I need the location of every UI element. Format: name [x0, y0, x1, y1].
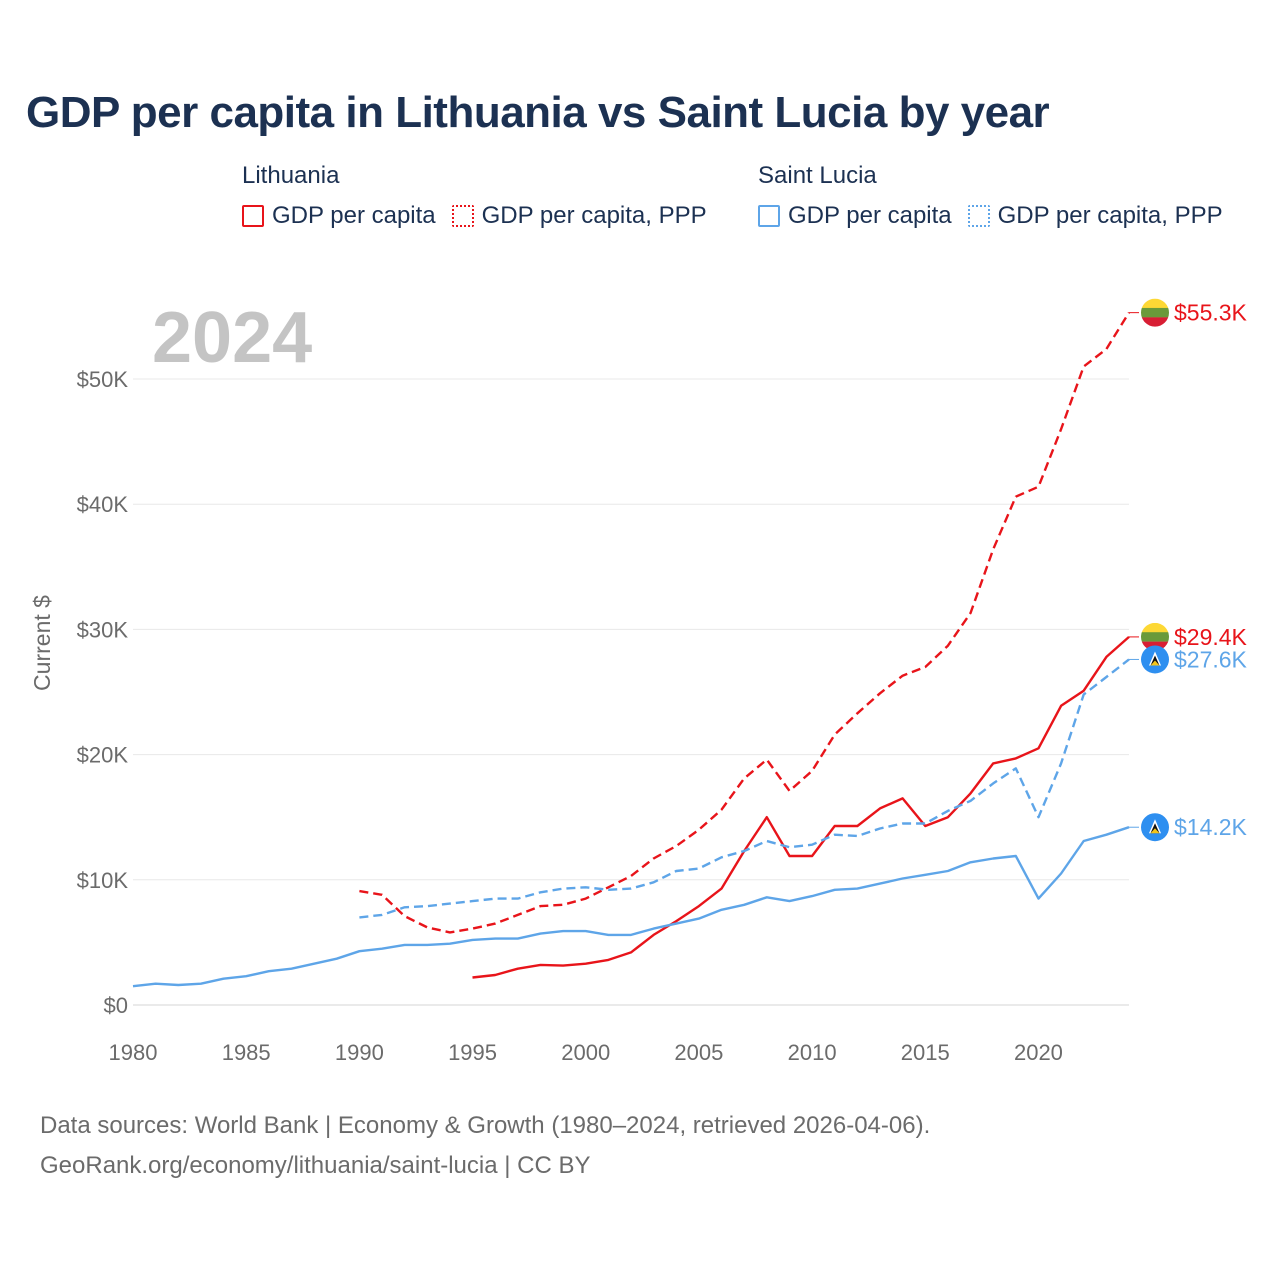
endpoint-value-label: $55.3K	[1174, 300, 1248, 326]
legend-swatch-solid-icon	[242, 205, 264, 227]
series-endpoints: $55.3K $29.4K$27.6K $14.2K	[1129, 298, 1248, 842]
endpoint-value-label: $14.2K	[1174, 814, 1248, 840]
x-tick-label: 2010	[788, 1040, 837, 1065]
legend-group-lithuania: Lithuania GDP per capita GDP per capita,…	[242, 162, 723, 230]
source-note: Data sources: World Bank | Economy & Gro…	[40, 1112, 931, 1139]
footer: Data sources: World Bank | Economy & Gro…	[40, 1106, 930, 1186]
legend-swatch-solid-icon	[758, 205, 780, 227]
series-line-saint-lucia-gdp-per-capita-ppp[interactable]	[359, 658, 1130, 919]
y-axis-ticks: $0 $10K $20K $30K $40K $50K	[77, 367, 129, 1018]
x-tick-label: 2015	[901, 1040, 950, 1065]
y-tick-label: $10K	[77, 868, 129, 893]
x-tick-label: 2000	[561, 1040, 610, 1065]
legend-item-saint-lucia-gdp[interactable]: GDP per capita	[758, 202, 952, 230]
legend-item-saint-lucia-gdp-ppp[interactable]: GDP per capita, PPP	[967, 202, 1223, 230]
legend-item-label: GDP per capita	[272, 202, 436, 229]
y-tick-label: $0	[104, 993, 128, 1018]
legend-swatch-dotted-icon	[451, 205, 474, 227]
legend-country-label: Lithuania	[242, 162, 340, 189]
series-lines	[132, 311, 1131, 988]
lithuania-flag-icon	[1141, 298, 1169, 327]
endpoint-value-label: $29.4K	[1174, 624, 1248, 650]
legend-item-label: GDP per capita	[788, 202, 952, 229]
legend-item-label: GDP per capita, PPP	[481, 202, 707, 229]
legend-group-saint-lucia: Saint Lucia GDP per capita GDP per capit…	[758, 162, 1239, 230]
saint-lucia-flag-icon	[1141, 813, 1169, 842]
x-tick-label: 2005	[674, 1040, 723, 1065]
y-tick-label: $40K	[77, 492, 129, 517]
series-line-lithuania-gdp-per-capita[interactable]	[472, 636, 1130, 979]
x-tick-label: 1985	[222, 1040, 271, 1065]
legend-country-label: Saint Lucia	[758, 162, 877, 189]
series-line-saint-lucia-gdp-per-capita[interactable]	[132, 826, 1130, 988]
source-link[interactable]: GeoRank.org/economy/lithuania/saint-luci…	[40, 1152, 591, 1179]
legend-swatch-dotted-icon	[967, 205, 990, 227]
legend-item-label: GDP per capita, PPP	[997, 202, 1223, 229]
y-tick-label: $20K	[77, 743, 129, 768]
y-axis-title: Current $	[29, 595, 55, 691]
x-tick-label: 2020	[1014, 1040, 1063, 1065]
saint-lucia-flag-icon	[1141, 645, 1169, 674]
series-line-lithuania-gdp-per-capita-ppp[interactable]	[359, 311, 1131, 934]
legend-item-lithuania-gdp-ppp[interactable]: GDP per capita, PPP	[451, 202, 707, 230]
x-tick-label: 1990	[335, 1040, 384, 1065]
endpoint-value-label: $27.6K	[1174, 646, 1248, 672]
year-watermark: 2024	[152, 298, 312, 378]
y-tick-label: $30K	[77, 617, 129, 642]
x-tick-label: 1980	[109, 1040, 158, 1065]
y-tick-label: $50K	[77, 367, 129, 392]
x-tick-label: 1995	[448, 1040, 497, 1065]
chart-title: GDP per capita in Lithuania vs Saint Luc…	[26, 88, 1050, 137]
legend-item-lithuania-gdp[interactable]: GDP per capita	[242, 202, 436, 230]
x-axis-ticks: 1980 1985 1990 1995 2000 2005 2010 2015 2020	[109, 1040, 1063, 1065]
grid-lines	[133, 378, 1129, 1006]
